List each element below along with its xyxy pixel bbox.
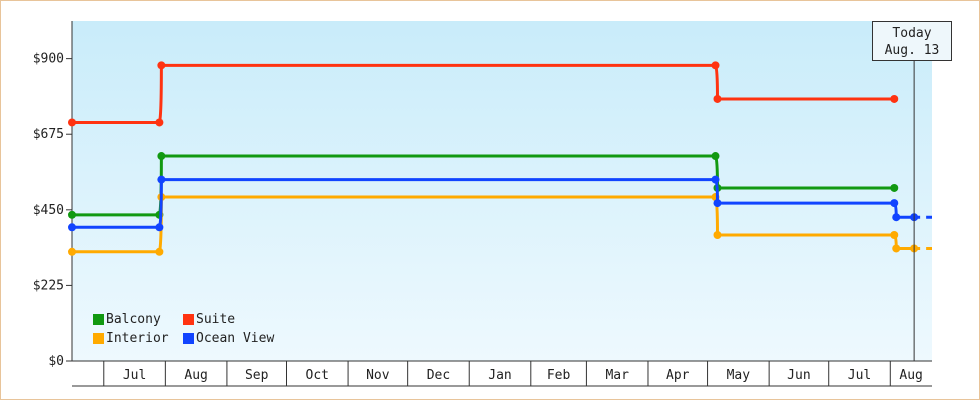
today-marker: Today Aug. 13 [872,21,952,61]
x-tick-label: Apr [666,368,690,383]
data-point-interior [713,231,722,240]
x-tick-label: Oct [306,368,329,383]
data-point-suite [68,118,76,127]
data-point-ocean-view [711,175,720,184]
data-point-ocean-view [890,199,899,208]
x-tick-label: Nov [366,368,390,383]
x-tick-label: Jul [848,368,871,383]
data-point-ocean-view [713,199,722,208]
data-point-interior [155,247,164,256]
legend: Balcony Suite Interior Ocean View [93,312,293,346]
data-point-interior [68,247,76,256]
x-tick-label: Jan [488,368,511,383]
data-point-ocean-view [68,223,76,232]
x-tick-label: Jun [787,368,810,383]
series-line-ocean-view [72,178,915,229]
data-point-suite [155,118,164,127]
x-tick-label: Sep [245,368,269,383]
y-tick-label: $0 [48,354,64,369]
data-point-interior [892,244,901,253]
legend-label-ocean-view: Ocean View [196,331,275,346]
series-line-suite [72,63,895,124]
y-tick-label: $225 [33,278,64,293]
legend-item-interior: Interior [93,331,183,346]
x-tick-label: Feb [547,368,571,383]
plot-background [72,21,932,361]
data-point-suite [157,61,166,70]
legend-item-suite: Suite [183,312,293,327]
legend-label-suite: Suite [196,312,236,327]
y-tick-label: $450 [33,203,64,218]
data-point-ocean-view [892,213,901,222]
data-point-balcony [157,152,166,161]
legend-swatch-ocean-view [183,333,194,344]
x-tick-label: Aug [184,368,207,383]
today-label: Today [892,26,932,41]
y-axis: $0 $225 $450 $675 $900 [33,21,73,369]
x-tick-label: Jul [123,368,146,383]
legend-item-balcony: Balcony [93,312,183,327]
x-tick-label: May [727,368,751,383]
series-line-interior [72,195,915,254]
data-point-suite [890,94,899,103]
legend-label-interior: Interior [106,331,169,346]
data-point-suite [711,61,720,70]
data-point-balcony [890,183,899,192]
legend-swatch-interior [93,333,104,344]
legend-item-ocean-view: Ocean View [183,331,293,346]
data-point-balcony [711,152,720,161]
series-layer [68,61,932,256]
legend-swatch-suite [183,314,194,325]
data-point-interior [890,231,899,240]
data-point-ocean-view [157,175,166,184]
data-point-suite [713,94,722,103]
today-date: Aug. 13 [884,43,940,58]
x-tick-label: Aug [899,368,922,383]
y-tick-label: $675 [33,127,64,142]
y-tick-label: $900 [33,52,64,67]
x-tick-label: Mar [605,368,629,383]
legend-swatch-balcony [93,314,104,325]
data-point-balcony [68,210,76,219]
x-tick-label: Dec [427,368,450,383]
x-axis: Jul Aug Sep Oct Nov Dec Jan Feb Mar Apr May Jun Jul A… [72,360,932,387]
data-point-ocean-view [155,223,164,232]
legend-label-balcony: Balcony [106,312,161,327]
